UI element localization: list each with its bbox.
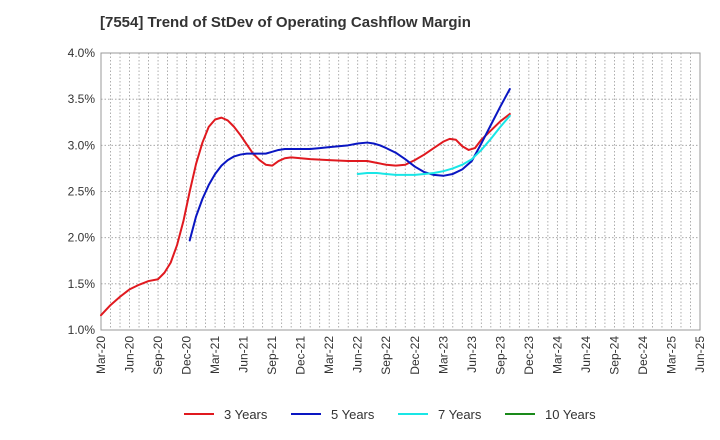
x-tick-label: Sep-23	[493, 336, 507, 375]
x-tick-label: Jun-20	[123, 336, 137, 373]
legend-label: 3 Years	[224, 407, 268, 422]
x-tick-label: Jun-24	[579, 336, 593, 373]
x-tick-label: Dec-22	[408, 336, 422, 375]
legend-label: 7 Years	[438, 407, 482, 422]
x-tick-label: Dec-21	[294, 336, 308, 375]
x-tick-label: Dec-24	[636, 336, 650, 375]
x-tick-label: Mar-21	[208, 336, 222, 374]
x-tick-label: Jun-23	[465, 336, 479, 373]
y-tick-label: 2.0%	[68, 231, 96, 245]
legend-label: 5 Years	[331, 407, 375, 422]
x-tick-label: Mar-20	[94, 336, 108, 374]
legend-label: 10 Years	[545, 407, 596, 422]
x-tick-label: Jun-22	[351, 336, 365, 373]
y-tick-label: 4.0%	[68, 46, 96, 60]
x-tick-label: Jun-21	[237, 336, 251, 373]
x-tick-label: Sep-20	[151, 336, 165, 375]
x-tick-label: Dec-23	[522, 336, 536, 375]
series-line-7-years	[356, 114, 511, 176]
plot-area	[100, 52, 701, 331]
chart-title: [7554] Trend of StDev of Operating Cashf…	[100, 14, 471, 31]
series-line-3-years	[100, 112, 511, 317]
x-tick-label: Mar-23	[436, 336, 450, 374]
y-tick-label: 3.5%	[68, 92, 96, 106]
y-tick-label: 1.5%	[68, 277, 96, 291]
x-tick-label: Mar-25	[664, 336, 678, 374]
x-tick-label: Sep-22	[379, 336, 393, 375]
y-tick-label: 1.0%	[68, 323, 96, 337]
x-tick-label: Mar-22	[322, 336, 336, 374]
x-tick-label: Mar-24	[550, 336, 564, 374]
x-tick-label: Sep-24	[607, 336, 621, 375]
y-tick-label: 2.5%	[68, 185, 96, 199]
x-tick-label: Sep-21	[265, 336, 279, 375]
x-tick-label: Dec-20	[180, 336, 194, 375]
y-tick-label: 3.0%	[68, 138, 96, 152]
series-line-5-years	[188, 88, 511, 242]
x-tick-label: Jun-25	[693, 336, 707, 373]
